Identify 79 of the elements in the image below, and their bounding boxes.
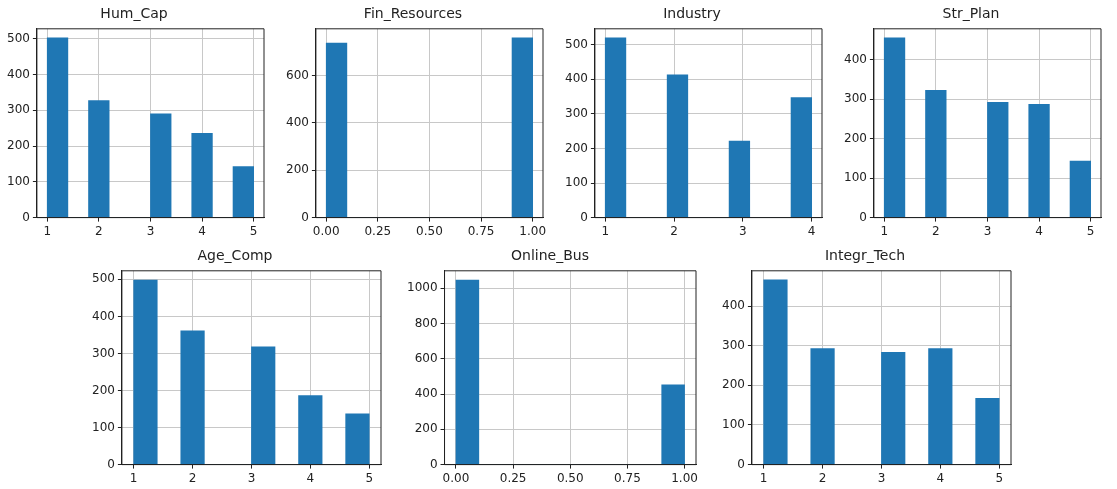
y-tick-label: 200 (92, 382, 115, 397)
y-tick-label: 0 (859, 209, 867, 224)
x-tick-label: 3 (739, 223, 747, 238)
chart-title: Hum_Cap (100, 5, 168, 22)
x-tick-label: 1 (43, 223, 52, 238)
x-tick-label: 0.25 (364, 223, 392, 238)
x-tick-label: 0.75 (467, 223, 495, 238)
x-tick-label: 1 (880, 223, 889, 238)
y-tick-label: 600 (286, 67, 309, 82)
y-tick-label: 400 (722, 298, 745, 313)
y-tick-label: 0 (301, 209, 309, 224)
x-tick-label: 1.00 (671, 470, 698, 485)
x-tick-label: 0.75 (614, 470, 641, 485)
x-tick-label: 3 (877, 470, 886, 485)
y-tick-label: 0 (737, 456, 745, 471)
x-tick-label: 3 (247, 470, 256, 485)
x-tick-label: 5 (1086, 223, 1095, 238)
chart-title: Industry (663, 5, 721, 22)
y-tick-label: 400 (286, 115, 309, 130)
chart-title: Age_Comp (197, 247, 273, 264)
y-tick-label: 500 (7, 30, 30, 45)
x-tick-label: 0.50 (556, 470, 584, 485)
y-tick-label: 1000 (406, 280, 438, 295)
y-tick-label: 500 (565, 36, 588, 51)
y-tick-label: 100 (7, 173, 30, 188)
y-tick-label: 200 (565, 140, 588, 155)
y-tick-label: 300 (722, 337, 745, 352)
y-tick-label: 400 (7, 66, 30, 81)
y-tick-label: 400 (92, 308, 115, 323)
x-tick-label: 2 (818, 470, 827, 485)
x-tick-label: 5 (995, 470, 1004, 485)
x-tick-label: 2 (932, 223, 940, 238)
y-tick-label: 400 (844, 51, 867, 66)
x-tick-label: 1 (129, 470, 138, 485)
x-tick-label: 4 (198, 223, 206, 238)
y-tick-label: 0 (22, 209, 30, 224)
x-tick-label: 0.00 (312, 223, 340, 238)
y-tick-label: 100 (844, 170, 867, 185)
y-tick-label: 200 (286, 162, 309, 177)
y-tick-label: 400 (565, 71, 588, 86)
y-tick-label: 400 (414, 386, 438, 401)
y-tick-label: 100 (722, 417, 745, 432)
x-tick-label: 3 (146, 223, 155, 238)
x-tick-label: 0.00 (442, 470, 470, 485)
x-tick-label: 2 (670, 223, 678, 238)
y-tick-label: 100 (92, 419, 115, 434)
x-tick-label: 2 (95, 223, 103, 238)
x-tick-label: 2 (188, 470, 197, 485)
x-tick-label: 4 (306, 470, 315, 485)
y-tick-label: 100 (565, 175, 588, 190)
x-tick-label: 1 (759, 470, 768, 485)
x-tick-label: 1.00 (519, 223, 547, 238)
chart-title: Online_Bus (511, 247, 589, 264)
y-tick-label: 300 (92, 345, 115, 360)
x-tick-label: 0.25 (499, 470, 527, 485)
y-tick-label: 0 (429, 456, 438, 471)
y-tick-label: 600 (414, 350, 438, 365)
y-tick-label: 200 (7, 138, 30, 153)
y-tick-label: 0 (580, 209, 588, 224)
y-tick-label: 200 (844, 130, 867, 145)
x-tick-label: 5 (249, 223, 258, 238)
y-tick-label: 300 (565, 105, 588, 120)
x-tick-label: 5 (365, 470, 374, 485)
y-tick-label: 300 (844, 91, 867, 106)
y-tick-label: 200 (722, 377, 745, 392)
x-tick-label: 4 (1035, 223, 1043, 238)
y-tick-label: 500 (92, 271, 115, 286)
chart-title: Fin_Resources (363, 5, 463, 22)
x-tick-label: 4 (807, 223, 816, 238)
chart-title: Integr_Tech (824, 247, 906, 264)
y-tick-label: 800 (414, 315, 438, 330)
x-tick-label: 3 (983, 223, 992, 238)
y-tick-label: 200 (414, 421, 438, 436)
y-tick-label: 300 (7, 102, 30, 117)
x-tick-label: 1 (601, 223, 610, 238)
y-tick-label: 0 (107, 456, 115, 471)
chart-title: Str_Plan (942, 5, 1000, 22)
x-tick-label: 4 (936, 470, 945, 485)
x-tick-label: 0.50 (416, 223, 443, 238)
